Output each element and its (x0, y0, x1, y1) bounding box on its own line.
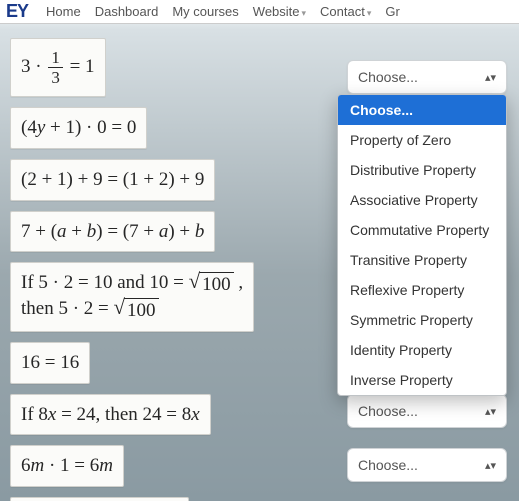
dropdown-option[interactable]: Reflexive Property (338, 275, 506, 305)
property-select[interactable]: Choose... ▴▾ (347, 448, 507, 482)
updown-icon: ▴▾ (485, 405, 496, 418)
property-select[interactable]: Choose... ▴▾ (347, 60, 507, 94)
navbar: EY Home Dashboard My courses Website▾ Co… (0, 0, 519, 24)
equation-box: If 8x = 24, then 24 = 8x (10, 394, 211, 436)
nav-link-mycourses[interactable]: My courses (172, 4, 238, 19)
dropdown-option[interactable]: Transitive Property (338, 245, 506, 275)
dropdown-option[interactable]: Commutative Property (338, 215, 506, 245)
dropdown-option[interactable]: Choose... (338, 95, 506, 125)
equation-box: −2(x − y) = −2x + 2y (10, 497, 189, 501)
chevron-down-icon: ▾ (367, 8, 372, 18)
property-dropdown[interactable]: Choose... Property of Zero Distributive … (337, 94, 507, 396)
nav-link-home[interactable]: Home (46, 4, 81, 19)
equation-box: 6m · 1 = 6m (10, 445, 124, 487)
equation-column: 3 · 13 = 1 (4y + 1) · 0 = 0 (2 + 1) + 9 … (10, 38, 340, 501)
select-value: Choose... (358, 403, 418, 419)
nav-link-contact[interactable]: Contact▾ (320, 4, 371, 19)
logo-fragment: EY (6, 1, 28, 22)
equation-box: 3 · 13 = 1 (10, 38, 106, 97)
dropdown-option[interactable]: Distributive Property (338, 155, 506, 185)
equation-box: 16 = 16 (10, 342, 90, 384)
equation-box: If 5 · 2 = 10 and 10 = √100 ,then 5 · 2 … (10, 262, 254, 332)
equation-box: 7 + (a + b) = (7 + a) + b (10, 211, 215, 253)
dropdown-option[interactable]: Associative Property (338, 185, 506, 215)
dropdown-option[interactable]: Symmetric Property (338, 305, 506, 335)
dropdown-option[interactable]: Inverse Property (338, 365, 506, 395)
nav-link-website[interactable]: Website▾ (253, 4, 306, 19)
equation-box: (4y + 1) · 0 = 0 (10, 107, 147, 149)
select-value: Choose... (358, 457, 418, 473)
nav-link-dashboard[interactable]: Dashboard (95, 4, 159, 19)
chevron-down-icon: ▾ (302, 8, 307, 18)
updown-icon: ▴▾ (485, 459, 496, 472)
content: 3 · 13 = 1 (4y + 1) · 0 = 0 (2 + 1) + 9 … (0, 24, 519, 501)
select-value: Choose... (358, 69, 418, 85)
property-select[interactable]: Choose... ▴▾ (347, 394, 507, 428)
dropdown-option[interactable]: Property of Zero (338, 125, 506, 155)
select-column-rest: Choose... ▴▾ Choose... ▴▾ Choose... ▴▾ (347, 394, 507, 501)
equation-box: (2 + 1) + 9 = (1 + 2) + 9 (10, 159, 215, 201)
updown-icon: ▴▾ (485, 71, 496, 84)
dropdown-option[interactable]: Identity Property (338, 335, 506, 365)
nav-link-gr[interactable]: Gr (385, 4, 399, 19)
